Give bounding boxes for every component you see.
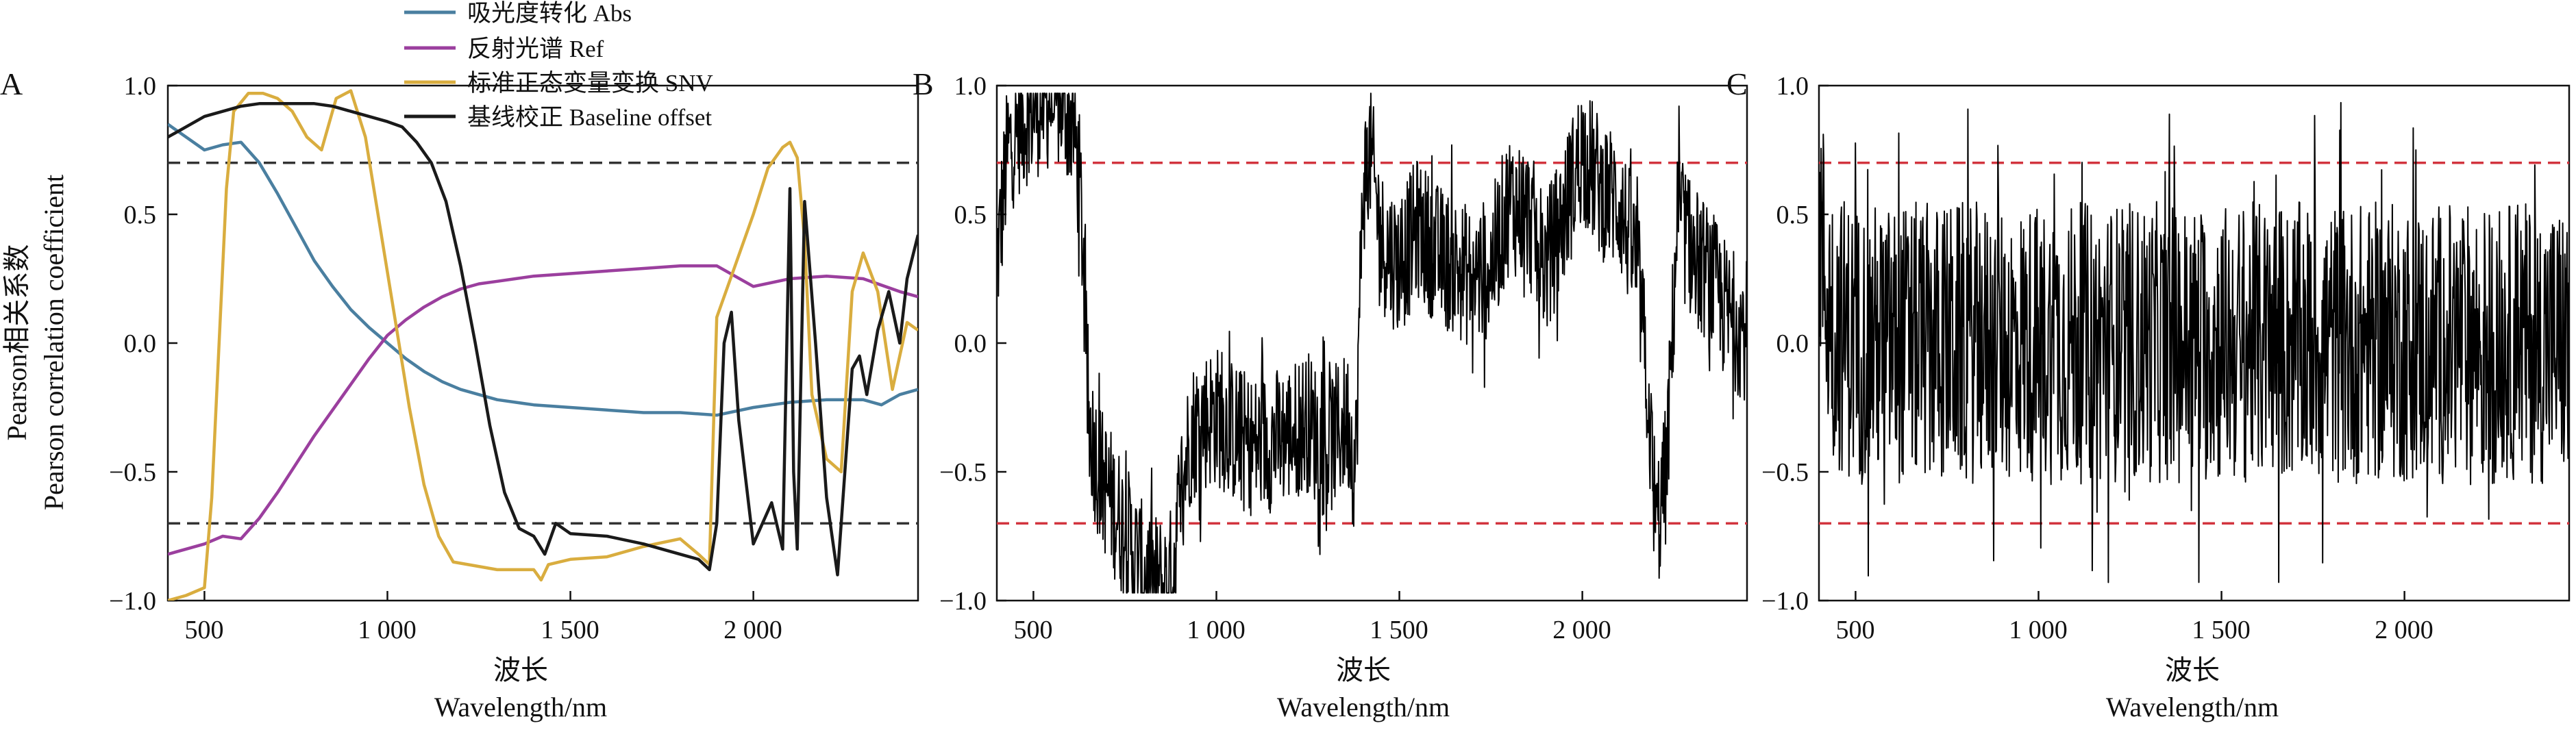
y-tick-label: 1.0 bbox=[124, 72, 157, 101]
series-line-3 bbox=[168, 102, 918, 577]
x-tick-label: 1 500 bbox=[541, 616, 599, 644]
legend: 吸光度转化 Abs 反射光谱 Ref 标准正态变量变换 SNV 基线校正 Bas… bbox=[404, 0, 713, 131]
x-axis-label-en: Wavelength/nm bbox=[2106, 692, 2279, 722]
series-line-2 bbox=[168, 89, 918, 601]
x-tick-label: 500 bbox=[185, 616, 224, 644]
plot-marks bbox=[1819, 84, 2569, 602]
x-axis-label-cn: 波长 bbox=[1336, 655, 1391, 685]
x-tick-label: 1 500 bbox=[1370, 616, 1428, 644]
y-tick-label: −1.0 bbox=[1761, 587, 1809, 616]
y-tick-label: −0.5 bbox=[939, 458, 987, 487]
x-axis-label-cn: 波长 bbox=[2165, 655, 2220, 685]
panel-letter: C bbox=[1726, 66, 1748, 101]
series-line-1 bbox=[168, 264, 918, 556]
panel-a: A 1.0 0.5 0.0 −0.5 −1.0 500 1 000 1 500 … bbox=[0, 0, 919, 722]
x-tick-label: 500 bbox=[1836, 616, 1875, 644]
y-tick-labels: 1.0 0.5 0.0 −0.5 −1.0 bbox=[1761, 72, 1809, 616]
x-tick-labels: 500 1 000 1 500 2 000 bbox=[185, 616, 782, 644]
panel-letter: B bbox=[913, 66, 934, 101]
y-tick-label: 1.0 bbox=[1776, 72, 1809, 101]
y-tick-labels: 1.0 0.5 0.0 −0.5 −1.0 bbox=[939, 72, 987, 616]
y-tick-label: −1.0 bbox=[939, 587, 987, 616]
x-axis-label-en: Wavelength/nm bbox=[434, 692, 607, 722]
y-tick-label: −0.5 bbox=[1761, 458, 1809, 487]
x-tick-label: 1 000 bbox=[2009, 616, 2068, 644]
x-tick-labels: 500 1 000 1 500 2 000 bbox=[1836, 616, 2433, 644]
y-axis-label-cn: Pearson相关系数 bbox=[1, 244, 32, 441]
x-tick-label: 2 000 bbox=[2375, 616, 2433, 644]
y-tick-label: 0.0 bbox=[954, 329, 987, 358]
panel-c: C 1.0 0.5 0.0 −0.5 −1.0 500 1 000 1 500 … bbox=[1726, 66, 2571, 722]
x-axis-label-en: Wavelength/nm bbox=[1277, 692, 1450, 722]
plot-marks bbox=[168, 84, 918, 602]
x-tick-labels: 500 1 000 1 500 2 000 bbox=[1014, 616, 1611, 644]
y-tick-labels: 1.0 0.5 0.0 −0.5 −1.0 bbox=[109, 72, 156, 616]
y-tick-label: 0.5 bbox=[124, 201, 157, 229]
x-tick-label: 1 000 bbox=[1187, 616, 1246, 644]
x-tick-label: 2 000 bbox=[1552, 616, 1611, 644]
panel-letter: A bbox=[0, 66, 23, 101]
legend-label-ref: 反射光谱 Ref bbox=[467, 36, 604, 62]
y-axis-label-en: Pearson correlation coefficient bbox=[38, 175, 69, 510]
x-tick-label: 1 000 bbox=[358, 616, 417, 644]
y-tick-label: −1.0 bbox=[109, 587, 156, 616]
y-tick-label: 0.5 bbox=[1776, 201, 1809, 229]
y-tick-label: −0.5 bbox=[109, 458, 156, 487]
x-tick-label: 500 bbox=[1014, 616, 1053, 644]
legend-label-snv: 标准正态变量变换 SNV bbox=[467, 70, 713, 97]
y-tick-label: 0.5 bbox=[954, 201, 987, 229]
x-axis-label-cn: 波长 bbox=[493, 655, 548, 685]
y-tick-label: 0.0 bbox=[124, 329, 157, 358]
y-tick-label: 1.0 bbox=[954, 72, 987, 101]
panel-b: B 1.0 0.5 0.0 −0.5 −1.0 500 1 000 1 500 … bbox=[913, 66, 1748, 722]
x-tick-label: 1 500 bbox=[2192, 616, 2251, 644]
legend-label-abs: 吸光度转化 Abs bbox=[467, 0, 632, 27]
correlation-line bbox=[997, 92, 1747, 594]
legend-label-baseline: 基线校正 Baseline offset bbox=[467, 104, 712, 131]
series-line-0 bbox=[168, 123, 918, 417]
x-tick-label: 2 000 bbox=[723, 616, 782, 644]
plot-marks bbox=[997, 84, 1747, 602]
correlation-line bbox=[1819, 101, 2569, 583]
y-tick-label: 0.0 bbox=[1776, 329, 1809, 358]
